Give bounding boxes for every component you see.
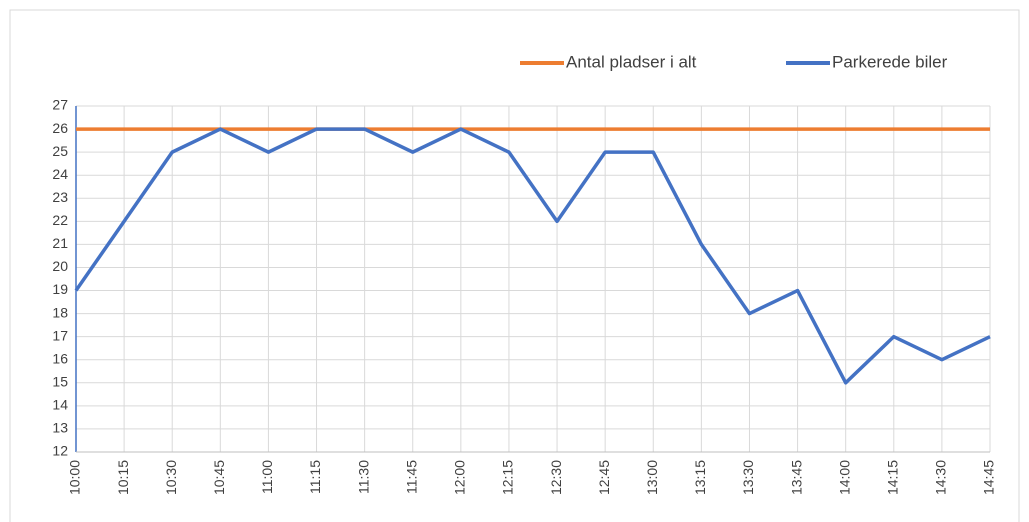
x-tick-label: 12:15 <box>500 460 516 495</box>
x-tick-label: 12:00 <box>452 460 468 495</box>
x-tick-label: 12:30 <box>548 460 564 495</box>
y-tick-label: 24 <box>52 166 68 182</box>
x-tick-label: 13:00 <box>644 460 660 495</box>
legend-label: Parkerede biler <box>832 52 948 71</box>
y-tick-label: 15 <box>52 374 68 390</box>
y-tick-label: 19 <box>52 281 68 297</box>
y-tick-label: 17 <box>52 327 68 343</box>
x-tick-label: 14:15 <box>884 460 900 495</box>
x-tick-label: 14:45 <box>981 460 997 495</box>
x-tick-label: 14:30 <box>933 460 949 495</box>
x-tick-label: 13:15 <box>692 460 708 495</box>
y-tick-label: 26 <box>52 120 68 136</box>
y-tick-label: 12 <box>52 443 68 459</box>
x-tick-label: 11:45 <box>403 460 419 494</box>
y-tick-label: 20 <box>52 258 68 274</box>
y-tick-label: 25 <box>52 143 68 159</box>
y-tick-label: 18 <box>52 304 68 320</box>
x-tick-label: 14:00 <box>836 460 852 495</box>
y-tick-label: 22 <box>52 212 68 228</box>
x-tick-label: 13:30 <box>740 460 756 495</box>
legend-label: Antal pladser i alt <box>566 52 697 71</box>
x-tick-label: 11:00 <box>259 460 275 494</box>
series-line <box>74 127 991 385</box>
y-tick-label: 13 <box>52 420 68 436</box>
x-tick-label: 13:45 <box>788 460 804 495</box>
y-tick-label: 23 <box>52 189 68 205</box>
x-tick-label: 12:45 <box>596 460 612 495</box>
chart-frame <box>9 9 1020 522</box>
x-tick-label: 11:15 <box>307 460 323 494</box>
x-tick-label: 10:15 <box>115 460 131 495</box>
y-tick-label: 27 <box>52 97 68 113</box>
x-tick-label: 10:30 <box>163 460 179 495</box>
x-tick-label: 10:00 <box>67 460 83 495</box>
y-tick-label: 14 <box>52 397 68 413</box>
x-tick-label: 11:30 <box>355 460 371 494</box>
y-tick-label: 16 <box>52 350 68 366</box>
x-tick-label: 10:45 <box>211 460 227 495</box>
y-tick-label: 21 <box>52 235 68 251</box>
